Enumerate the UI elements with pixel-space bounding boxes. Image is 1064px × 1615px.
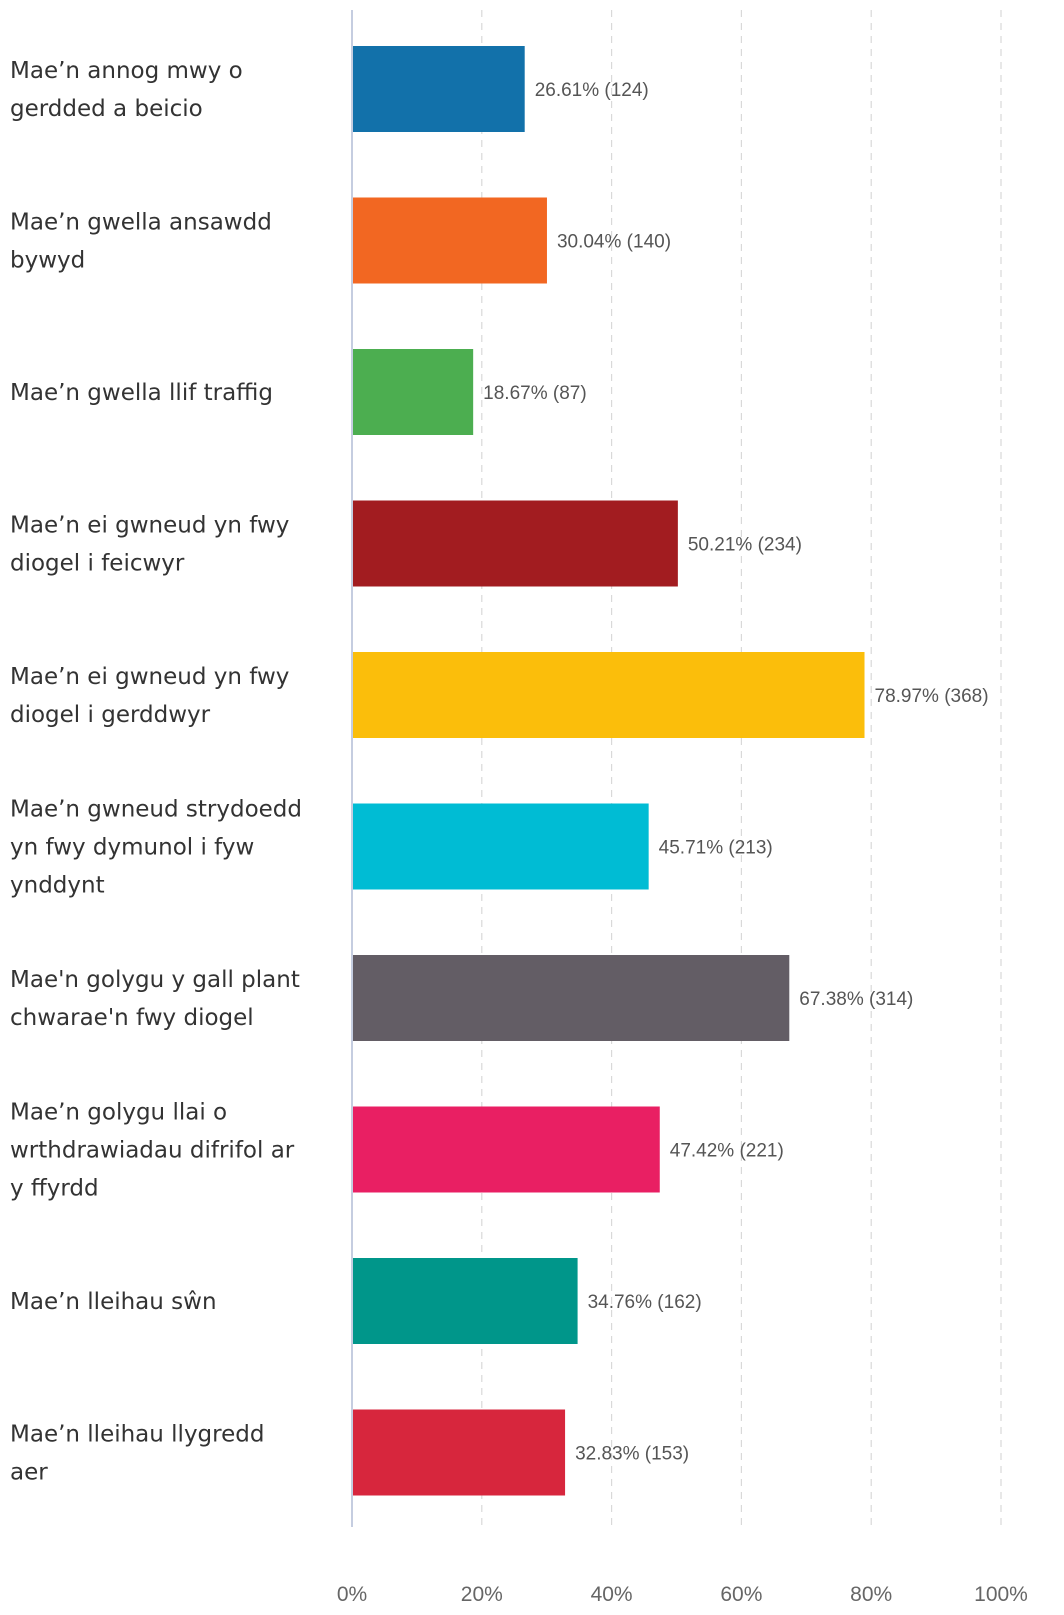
category-label: Mae’n gwella ansawdd bywyd xyxy=(10,210,272,274)
value-labels: 26.61% (124) 30.04% (140) 18.67% (87) 50.21… xyxy=(483,80,988,1465)
category-label: Mae’n golygu llai o wrthdrawiadau difrifo… xyxy=(10,1100,295,1202)
category-label: Mae’n lleihau llygredd aer xyxy=(10,1422,264,1486)
x-tick-label: 100% xyxy=(974,1583,1028,1606)
bar xyxy=(352,803,649,890)
x-tick-label: 40% xyxy=(591,1583,633,1606)
category-label: Mae’n lleihau sŵn xyxy=(10,1289,217,1315)
data-label: 78.97% (368) xyxy=(875,686,989,707)
bar xyxy=(352,1106,660,1193)
category-label: Mae’n gwneud strydoedd yn fwy dymunol i f… xyxy=(10,797,302,899)
data-label: 30.04% (140) xyxy=(557,232,671,253)
data-label: 67.38% (314) xyxy=(799,989,913,1010)
category-label: Mae’n ei gwneud yn fwy diogel i feicwyr xyxy=(10,513,289,577)
x-tick-labels: 0% 20% 40% 60% 80% 100% xyxy=(337,1583,1028,1606)
bar xyxy=(352,1409,566,1496)
data-label: 26.61% (124) xyxy=(535,80,649,101)
bars xyxy=(352,46,865,1496)
x-tick-label: 20% xyxy=(461,1583,503,1606)
bar xyxy=(352,349,474,435)
data-label: 18.67% (87) xyxy=(483,383,587,404)
data-label: 32.83% (153) xyxy=(575,1444,689,1465)
bar xyxy=(352,652,865,738)
x-tick-label: 0% xyxy=(337,1583,367,1606)
bar xyxy=(352,1258,578,1344)
bar xyxy=(352,955,790,1041)
category-labels: Mae’n annog mwy o gerdded a beicio Mae’n g… xyxy=(10,58,302,1486)
data-label: 45.71% (213) xyxy=(659,838,773,859)
bar xyxy=(352,46,525,132)
data-label: 34.76% (162) xyxy=(588,1292,702,1313)
x-tick-label: 80% xyxy=(850,1583,892,1606)
category-label: Mae’n annog mwy o gerdded a beicio xyxy=(10,58,243,122)
data-label: 47.42% (221) xyxy=(670,1141,784,1162)
data-label: 50.21% (234) xyxy=(688,535,802,556)
bar xyxy=(352,500,678,587)
x-tick-label: 60% xyxy=(720,1583,762,1606)
category-label: Mae’n ei gwneud yn fwy diogel i gerddwyr xyxy=(10,664,289,728)
category-label: Mae’n gwella llif traffig xyxy=(10,380,273,406)
category-label: Mae'n golygu y gall plant chwarae'n fwy d… xyxy=(10,967,300,1031)
bar xyxy=(352,197,547,284)
